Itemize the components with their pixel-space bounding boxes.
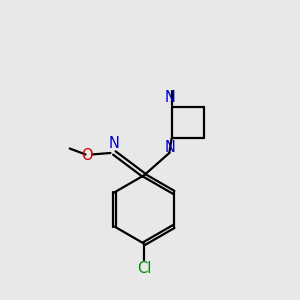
Text: N: N — [109, 136, 120, 151]
Text: N: N — [165, 140, 176, 155]
Text: O: O — [81, 148, 92, 163]
Text: N: N — [165, 89, 176, 104]
Text: Cl: Cl — [137, 262, 151, 277]
